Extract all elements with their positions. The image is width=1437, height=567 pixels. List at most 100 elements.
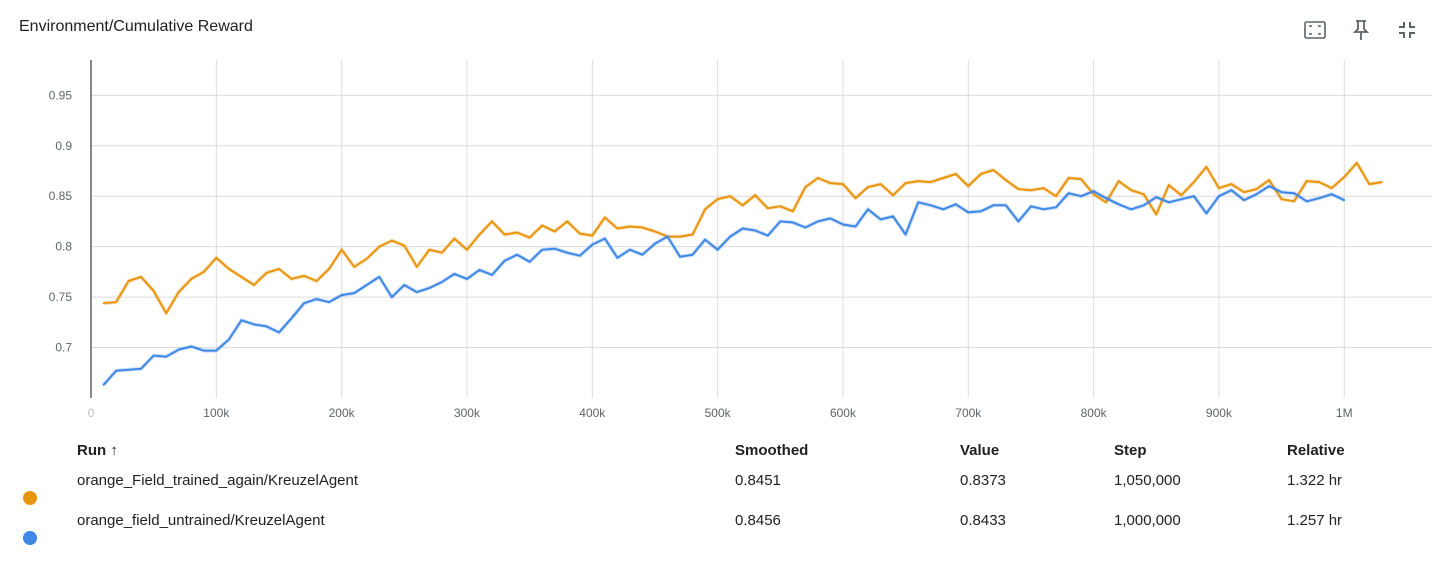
data-point xyxy=(1330,193,1333,196)
data-point xyxy=(1155,213,1158,216)
y-tick-label: 0.85 xyxy=(49,189,73,203)
data-point xyxy=(378,276,381,278)
data-point xyxy=(553,247,556,250)
data-point xyxy=(227,267,230,270)
data-point xyxy=(1380,181,1383,183)
data-point xyxy=(491,220,493,223)
x-tick-label: 600k xyxy=(830,406,857,420)
data-point xyxy=(1318,181,1321,183)
data-point xyxy=(591,243,594,246)
pin-icon xyxy=(1352,20,1370,40)
data-point xyxy=(1155,196,1158,199)
data-point xyxy=(541,248,544,251)
data-point xyxy=(453,272,456,275)
data-point xyxy=(679,255,681,258)
data-point xyxy=(842,223,844,226)
data-point xyxy=(466,248,468,251)
data-point xyxy=(1243,191,1245,194)
data-point xyxy=(967,211,970,214)
data-point xyxy=(1305,200,1308,203)
data-point xyxy=(1105,197,1108,200)
data-point xyxy=(315,298,318,301)
header-run[interactable]: Run ↑ xyxy=(77,442,118,459)
y-tick-label: 0.95 xyxy=(49,88,73,102)
data-point xyxy=(202,270,205,273)
header-value: Value xyxy=(960,442,1000,459)
data-point xyxy=(816,220,819,223)
data-point xyxy=(1318,197,1321,200)
header-smoothed: Smoothed xyxy=(735,442,809,459)
data-point xyxy=(992,204,995,207)
data-point xyxy=(1092,190,1095,193)
x-tick-label: 300k xyxy=(454,406,481,420)
data-point xyxy=(629,225,631,228)
data-point xyxy=(365,284,368,286)
data-point xyxy=(791,221,794,224)
data-point xyxy=(704,238,707,241)
line-chart[interactable]: 0.7 0.75 0.8 0.85 0.9 0.95 0 100k 200k 300k 400k 50… xyxy=(0,55,1437,430)
data-point xyxy=(829,217,832,220)
data-point xyxy=(403,244,406,247)
data-point xyxy=(1293,192,1296,195)
data-point xyxy=(278,267,280,270)
data-point xyxy=(879,218,882,221)
data-point xyxy=(942,208,945,211)
smoothed-value: 0.8456 xyxy=(735,512,781,529)
data-point xyxy=(265,271,268,274)
data-point xyxy=(716,248,719,251)
data-point xyxy=(215,349,218,352)
data-point xyxy=(1192,195,1195,198)
data-point xyxy=(1092,193,1095,196)
data-point xyxy=(1280,191,1283,194)
axes: 0.7 0.75 0.8 0.85 0.9 0.95 0 100k 200k 300k 400k 50… xyxy=(49,60,1353,420)
fit-to-screen-button[interactable] xyxy=(1299,14,1331,46)
data-point xyxy=(1218,195,1220,198)
data-point xyxy=(954,203,957,206)
x-tick-label: 400k xyxy=(579,406,606,420)
data-point xyxy=(115,369,117,372)
data-point xyxy=(365,257,368,260)
data-point xyxy=(328,267,331,270)
data-point xyxy=(1130,189,1133,192)
data-point xyxy=(754,229,757,232)
data-point xyxy=(415,265,418,268)
data-point xyxy=(1030,189,1032,192)
collapse-button[interactable] xyxy=(1391,14,1423,46)
series-halo xyxy=(102,184,1346,387)
x-tick-label: 0 xyxy=(88,406,95,420)
data-point xyxy=(1167,201,1170,204)
data-point xyxy=(478,233,481,236)
data-point xyxy=(1368,183,1371,186)
data-point xyxy=(754,194,757,197)
series xyxy=(102,160,1383,387)
data-point xyxy=(315,280,318,282)
data-point xyxy=(804,186,807,189)
data-point xyxy=(177,348,180,351)
pin-button[interactable] xyxy=(1345,14,1377,46)
data-point xyxy=(979,210,982,213)
data-point xyxy=(904,182,907,184)
header-step: Step xyxy=(1114,442,1147,459)
data-point xyxy=(1117,180,1120,182)
data-point xyxy=(779,220,782,223)
data-point xyxy=(967,185,970,188)
series-line xyxy=(102,185,1345,386)
relative-time: 1.322 hr xyxy=(1287,472,1343,489)
data-point xyxy=(503,259,506,262)
data-point xyxy=(115,301,117,304)
y-tick-label: 0.8 xyxy=(55,240,72,254)
data-point xyxy=(1243,199,1245,202)
data-point xyxy=(691,233,694,236)
data-point xyxy=(441,251,443,254)
data-point xyxy=(253,284,255,286)
data-point xyxy=(528,236,531,239)
series-color-dot xyxy=(23,531,37,545)
data-point xyxy=(917,201,920,204)
data-point xyxy=(1343,199,1346,202)
data-point xyxy=(190,278,193,280)
data-point xyxy=(992,169,995,171)
y-tick-label: 0.9 xyxy=(55,139,72,153)
data-point xyxy=(654,242,656,245)
data-point xyxy=(666,235,669,238)
data-point xyxy=(1130,208,1133,211)
